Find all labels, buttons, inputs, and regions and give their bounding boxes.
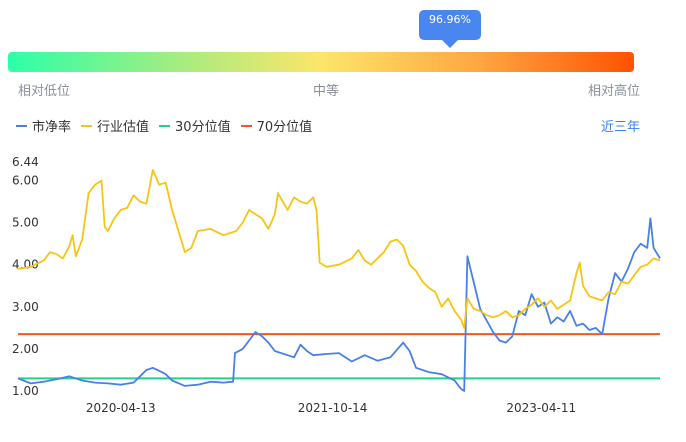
legend-swatch-pb xyxy=(16,124,27,127)
chart-legend: 市净率 行业估值 30分位值 70分位值 xyxy=(16,116,312,135)
gradient-bar xyxy=(8,52,634,72)
percentile-tooltip: 96.96% xyxy=(419,10,481,40)
range-button[interactable]: 近三年 xyxy=(600,120,640,135)
y-tick-label-1: 2.00 xyxy=(12,342,39,356)
legend-p30[interactable]: 30分位值 xyxy=(159,116,231,135)
x-tick-label-2: 2023-04-11 xyxy=(506,401,576,415)
y-tick-label-6: 6.44 xyxy=(12,155,39,169)
low-label: 相对低位 xyxy=(18,84,71,99)
legend-label-pb: 市净率 xyxy=(32,120,72,135)
x-tick-label-0: 2020-04-13 xyxy=(86,401,156,415)
y-tick-label-4: 5.00 xyxy=(12,216,39,230)
legend-label-industry: 行业估值 xyxy=(97,120,150,135)
mid-label: 中等 xyxy=(313,84,340,99)
legend-swatch-p70 xyxy=(240,124,252,127)
legend-swatch-p30 xyxy=(159,124,171,127)
percentile-gauge: 96.96% 相对低位 中等 相对高位 xyxy=(8,0,640,100)
high-label: 相对高位 xyxy=(587,84,640,99)
legend-pb[interactable]: 市净率 xyxy=(16,116,71,135)
legend-swatch-industry xyxy=(81,124,93,127)
legend-label-p30: 30分位值 xyxy=(175,120,231,135)
legend-label-p70: 70分位值 xyxy=(256,120,313,135)
tooltip-arrow xyxy=(442,40,458,48)
legend-p70[interactable]: 70分位值 xyxy=(240,116,313,135)
series-line-industry xyxy=(17,169,661,329)
y-tick-label-0: 1.00 xyxy=(12,384,39,398)
y-tick-label-2: 3.00 xyxy=(12,300,39,314)
y-tick-label-5: 6.00 xyxy=(12,174,39,188)
x-tick-label-1: 2021-10-14 xyxy=(298,401,368,415)
legend-industry[interactable]: 行业估值 xyxy=(81,116,149,135)
series-line-pb xyxy=(17,217,661,392)
